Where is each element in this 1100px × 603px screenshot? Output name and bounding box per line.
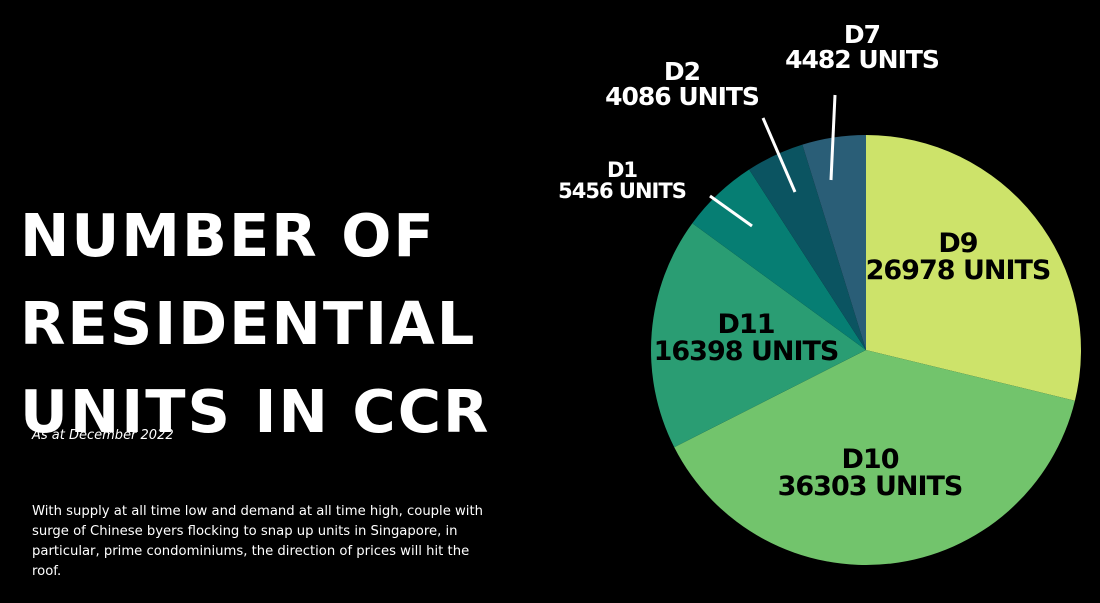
slice-name-d9: D9 [938,228,977,259]
pie-slice-d2 [749,144,866,350]
slice-name-d11: D11 [718,309,775,340]
title-line-3: UNITS IN CCR [20,377,491,446]
slice-value-d11: 16398 UNITS [654,336,839,367]
slice-name-d10: D10 [842,444,899,475]
pie-slice-d9 [866,135,1081,401]
subtitle: As at December 2022 [32,428,174,443]
slice-value-d10: 36303 UNITS [778,471,963,502]
slice-value-d1: 5456 UNITS [558,179,686,203]
leader-line-d2 [761,117,797,193]
pie-slice-d7 [802,135,866,350]
leader-line-d7 [829,94,837,181]
slice-name-d7: D7 [844,20,880,49]
pie-slice-d10 [674,350,1075,565]
slice-name-d1: D1 [607,158,637,182]
leader-line-d1 [709,194,753,228]
page-title: NUMBER OF RESIDENTIAL UNITS IN CCR [20,192,540,456]
title-line-1: NUMBER OF [20,201,436,270]
slice-name-d2: D2 [664,57,700,86]
slice-value-d9: 26978 UNITS [866,255,1051,286]
slice-value-d2: 4086 UNITS [605,82,759,111]
title-line-2: RESIDENTIAL [20,289,477,358]
pie-slice-d11 [650,223,866,448]
description: With supply at all time low and demand a… [32,504,484,579]
slice-value-d7: 4482 UNITS [785,45,939,74]
